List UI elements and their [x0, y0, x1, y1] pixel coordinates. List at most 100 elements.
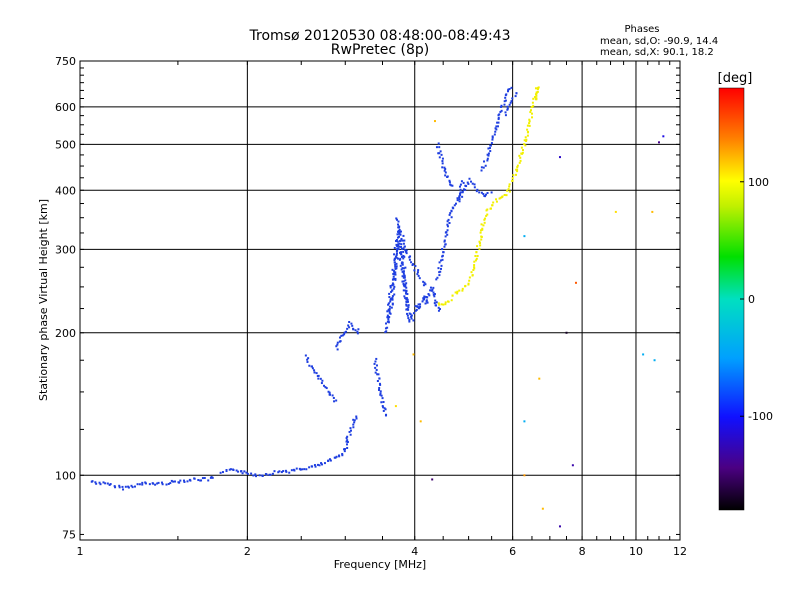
- o-mode-point: [422, 280, 425, 283]
- o-mode-point: [391, 302, 394, 305]
- o-mode-point: [401, 261, 404, 264]
- o-mode-point: [353, 419, 356, 422]
- o-mode-point: [506, 105, 509, 108]
- x-mode-point: [444, 301, 447, 304]
- o-mode-point: [405, 286, 408, 289]
- x-mode-point: [483, 218, 486, 221]
- o-mode-point: [429, 289, 432, 292]
- o-mode-point: [390, 306, 393, 309]
- o-mode-point: [379, 383, 382, 386]
- o-mode-point: [318, 464, 321, 467]
- o-mode-point: [458, 195, 461, 198]
- o-mode-point: [448, 181, 451, 184]
- o-mode-point: [225, 469, 228, 472]
- o-mode-point: [414, 265, 417, 268]
- o-mode-point: [347, 324, 350, 327]
- o-mode-point: [99, 483, 102, 486]
- o-mode-point: [443, 245, 446, 248]
- o-mode-point: [392, 275, 395, 278]
- x-mode-point: [440, 303, 443, 306]
- x-mode-point: [516, 170, 519, 173]
- o-mode-point: [430, 289, 433, 292]
- x-mode-point: [450, 299, 453, 302]
- o-mode-point: [235, 469, 238, 472]
- o-mode-point: [504, 99, 507, 102]
- o-mode-point: [118, 484, 121, 487]
- o-mode-point: [451, 206, 454, 209]
- o-mode-point: [307, 357, 310, 360]
- o-mode-point: [444, 235, 447, 238]
- o-mode-point: [121, 485, 124, 488]
- o-mode-point: [424, 283, 427, 286]
- o-mode-point: [388, 316, 391, 319]
- o-mode-point: [336, 341, 339, 344]
- o-mode-point: [288, 471, 291, 474]
- o-mode-point: [400, 245, 403, 248]
- o-mode-point: [388, 305, 391, 308]
- o-mode-point: [412, 319, 415, 322]
- y-tick-label: 100: [55, 469, 76, 482]
- o-mode-point: [136, 483, 139, 486]
- o-mode-point: [252, 474, 255, 477]
- o-mode-point: [189, 479, 192, 482]
- o-mode-point: [178, 481, 181, 484]
- o-mode-point: [313, 369, 316, 372]
- o-mode-point: [404, 289, 407, 292]
- o-mode-point: [396, 249, 399, 252]
- o-mode-point: [396, 240, 399, 243]
- o-mode-point: [323, 384, 326, 387]
- o-mode-point: [320, 462, 323, 465]
- scatter-point: [571, 464, 574, 467]
- o-mode-point: [113, 485, 116, 488]
- o-mode-point: [401, 267, 404, 270]
- o-mode-point: [386, 314, 389, 317]
- o-mode-point: [382, 409, 385, 412]
- o-mode-point: [454, 202, 457, 205]
- o-mode-point: [450, 210, 453, 213]
- o-mode-point: [336, 343, 339, 346]
- o-mode-point: [237, 470, 240, 473]
- o-mode-point: [491, 136, 494, 139]
- o-mode-point: [400, 255, 403, 258]
- o-mode-point: [400, 230, 403, 233]
- o-mode-point: [476, 188, 479, 191]
- o-mode-point: [398, 230, 401, 233]
- o-mode-point: [352, 418, 355, 421]
- o-mode-point: [402, 267, 405, 270]
- o-mode-point: [402, 250, 405, 253]
- o-mode-point: [282, 470, 285, 473]
- x-mode-point: [506, 189, 509, 192]
- o-mode-point: [395, 238, 398, 241]
- o-mode-point: [346, 446, 349, 449]
- scatter-point: [419, 420, 422, 423]
- o-mode-point: [400, 268, 403, 271]
- o-mode-point: [441, 258, 444, 261]
- o-mode-point: [432, 293, 435, 296]
- o-mode-point: [335, 345, 338, 348]
- o-mode-point: [405, 291, 408, 294]
- o-mode-point: [179, 479, 182, 482]
- o-mode-point: [499, 105, 502, 108]
- o-mode-point: [408, 320, 411, 323]
- legend-line-x: mean, sd,X: 90.1, 18.2: [600, 47, 714, 58]
- o-mode-point: [311, 367, 314, 370]
- o-mode-point: [407, 317, 410, 320]
- x-mode-point: [478, 247, 481, 250]
- o-mode-point: [441, 248, 444, 251]
- o-mode-point: [404, 250, 407, 253]
- o-mode-point: [273, 470, 276, 473]
- o-mode-point: [400, 251, 403, 254]
- o-mode-point: [386, 310, 389, 313]
- o-mode-point: [306, 360, 309, 363]
- o-mode-point: [152, 482, 155, 485]
- o-mode-point: [448, 213, 451, 216]
- x-mode-point: [486, 208, 489, 211]
- o-mode-point: [489, 144, 492, 147]
- o-mode-point: [383, 407, 386, 410]
- o-mode-point: [402, 276, 405, 279]
- o-mode-point: [410, 314, 413, 317]
- o-mode-point: [352, 426, 355, 429]
- o-mode-point: [228, 468, 231, 471]
- o-mode-point: [169, 482, 172, 485]
- o-mode-point: [389, 300, 392, 303]
